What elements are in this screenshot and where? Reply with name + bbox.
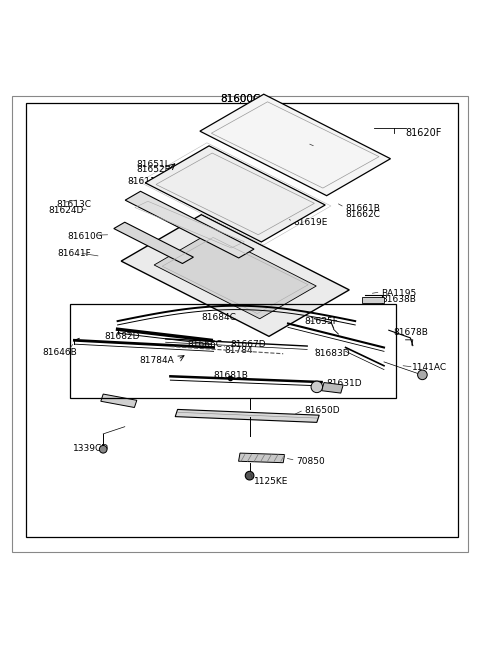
Polygon shape: [175, 410, 319, 422]
Text: 81661B: 81661B: [346, 204, 381, 213]
Bar: [70, 304, 396, 398]
Text: 81616D: 81616D: [317, 143, 355, 153]
Text: 81682D: 81682D: [105, 332, 140, 341]
Text: 81650D: 81650D: [305, 406, 340, 415]
Text: 81620F: 81620F: [406, 128, 442, 138]
Polygon shape: [200, 94, 391, 195]
Polygon shape: [322, 382, 343, 393]
Text: 81635F: 81635F: [305, 316, 339, 325]
Text: 81613D: 81613D: [175, 166, 211, 175]
Circle shape: [245, 472, 254, 480]
Polygon shape: [114, 222, 193, 263]
Text: 81678B: 81678B: [394, 327, 429, 336]
Text: 81600C: 81600C: [220, 94, 260, 104]
Text: 81611E: 81611E: [127, 177, 162, 186]
Text: BA1195: BA1195: [382, 289, 417, 298]
Polygon shape: [239, 453, 285, 463]
Text: 81667D: 81667D: [230, 340, 266, 349]
Text: 81681B: 81681B: [214, 371, 249, 380]
Text: 81638B: 81638B: [382, 294, 417, 303]
Text: 81684C: 81684C: [202, 313, 237, 322]
Text: 81784A: 81784A: [139, 356, 174, 366]
Polygon shape: [121, 215, 349, 336]
Bar: [362, 297, 384, 303]
Text: 81651L: 81651L: [137, 160, 170, 169]
Text: 81619E: 81619E: [294, 218, 328, 227]
Text: 81784: 81784: [225, 346, 253, 355]
Text: 81613C: 81613C: [57, 200, 92, 209]
Text: 81666C: 81666C: [187, 340, 222, 349]
Text: 1339CD: 1339CD: [73, 444, 109, 453]
Text: 70850: 70850: [297, 457, 325, 466]
Text: 81652R: 81652R: [137, 166, 172, 175]
Text: 1141AC: 1141AC: [412, 363, 447, 372]
Text: 1125KE: 1125KE: [254, 477, 289, 487]
Text: 81600C: 81600C: [220, 94, 260, 104]
Text: 81662C: 81662C: [346, 210, 381, 219]
Text: 81631D: 81631D: [326, 380, 362, 388]
Polygon shape: [101, 394, 137, 408]
Text: 81610G: 81610G: [67, 232, 103, 241]
Text: 81646B: 81646B: [42, 348, 77, 356]
Text: 81641F: 81641F: [58, 249, 91, 258]
Text: 81624D: 81624D: [48, 206, 84, 215]
Polygon shape: [145, 146, 325, 242]
Text: 81683D: 81683D: [314, 349, 350, 358]
Circle shape: [99, 445, 107, 453]
Polygon shape: [154, 232, 316, 319]
Circle shape: [311, 381, 323, 393]
Circle shape: [418, 370, 427, 380]
Polygon shape: [125, 192, 254, 258]
